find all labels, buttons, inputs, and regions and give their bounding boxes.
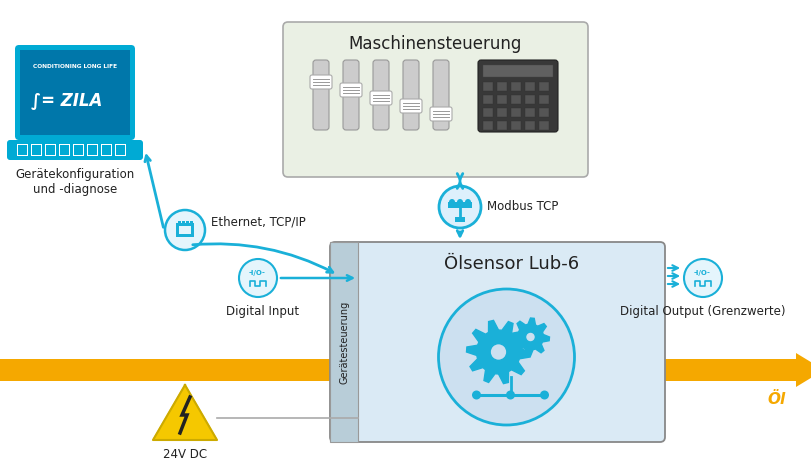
Bar [190,221,193,225]
Circle shape [239,259,277,297]
Bar [497,121,507,130]
Bar [483,65,553,77]
Bar [511,82,521,91]
FancyBboxPatch shape [373,60,389,130]
Bar [73,144,84,156]
Bar [18,145,27,155]
Bar [525,95,535,104]
FancyBboxPatch shape [15,45,135,140]
Circle shape [490,344,507,360]
Circle shape [684,259,722,297]
Bar [330,242,358,442]
Polygon shape [512,318,550,356]
Bar [20,50,130,135]
Bar [497,82,507,91]
Bar [483,121,493,130]
Bar [483,95,493,104]
Text: Ölsensor Lub-6: Ölsensor Lub-6 [444,255,579,273]
Circle shape [526,332,535,342]
Bar [102,145,111,155]
Bar [539,82,549,91]
FancyBboxPatch shape [343,60,359,130]
Bar [539,121,549,130]
Text: Digital Output (Grenzwerte): Digital Output (Grenzwerte) [620,305,786,318]
Bar [525,82,535,91]
Bar [59,144,70,156]
Bar [525,121,535,130]
FancyBboxPatch shape [400,99,422,113]
Bar [32,145,41,155]
Text: Ethernet, TCP/IP: Ethernet, TCP/IP [211,215,306,228]
Bar [101,144,112,156]
FancyBboxPatch shape [283,22,588,177]
FancyBboxPatch shape [430,107,452,121]
Bar [115,144,126,156]
Polygon shape [153,385,217,440]
Bar [176,223,194,237]
Bar [88,145,97,155]
FancyBboxPatch shape [330,242,665,442]
Bar [511,121,521,130]
FancyArrow shape [664,353,811,387]
Bar [483,82,493,91]
Circle shape [540,391,549,400]
Text: -I/O-: -I/O- [693,270,710,276]
Text: 24V DC: 24V DC [163,448,207,461]
Bar [186,221,189,225]
FancyBboxPatch shape [370,91,392,105]
Bar [31,144,42,156]
Circle shape [472,391,481,400]
FancyBboxPatch shape [403,60,419,130]
FancyBboxPatch shape [478,60,558,132]
Bar [525,108,535,117]
Bar [87,144,98,156]
Circle shape [439,186,481,228]
FancyBboxPatch shape [433,60,449,130]
Bar [455,217,465,222]
Bar [177,224,193,236]
Circle shape [465,199,471,205]
Bar [539,108,549,117]
Bar [17,144,28,156]
FancyBboxPatch shape [340,83,362,97]
Text: -I/O-: -I/O- [248,270,265,276]
Bar [45,144,56,156]
Bar [497,95,507,104]
Bar [182,221,185,225]
Text: Maschinensteuerung: Maschinensteuerung [349,35,522,53]
Circle shape [506,391,515,400]
FancyBboxPatch shape [310,75,332,89]
Bar [46,145,55,155]
Circle shape [449,199,455,205]
Bar [483,108,493,117]
Bar [60,145,69,155]
Text: Modbus TCP: Modbus TCP [487,201,559,213]
Text: Gerätekonfiguration
und -diagnose: Gerätekonfiguration und -diagnose [15,168,135,196]
Text: CONDITIONING LONG LIFE: CONDITIONING LONG LIFE [33,65,117,69]
Circle shape [457,199,463,205]
Bar [74,145,83,155]
FancyBboxPatch shape [7,140,143,160]
Text: Öl: Öl [768,392,786,407]
Bar [448,202,472,208]
Circle shape [165,210,205,250]
Text: ∫= ZILA: ∫= ZILA [32,91,103,109]
Text: Gerätesteuerung: Gerätesteuerung [339,300,349,384]
FancyBboxPatch shape [313,60,329,130]
Text: Digital Input: Digital Input [226,305,299,318]
Bar [178,221,181,225]
Bar [179,226,191,234]
Bar [176,223,194,237]
Bar [511,95,521,104]
Bar [539,95,549,104]
Polygon shape [466,320,530,384]
Bar [497,108,507,117]
Circle shape [439,289,574,425]
Bar [511,108,521,117]
FancyArrow shape [0,359,331,381]
Bar [116,145,125,155]
